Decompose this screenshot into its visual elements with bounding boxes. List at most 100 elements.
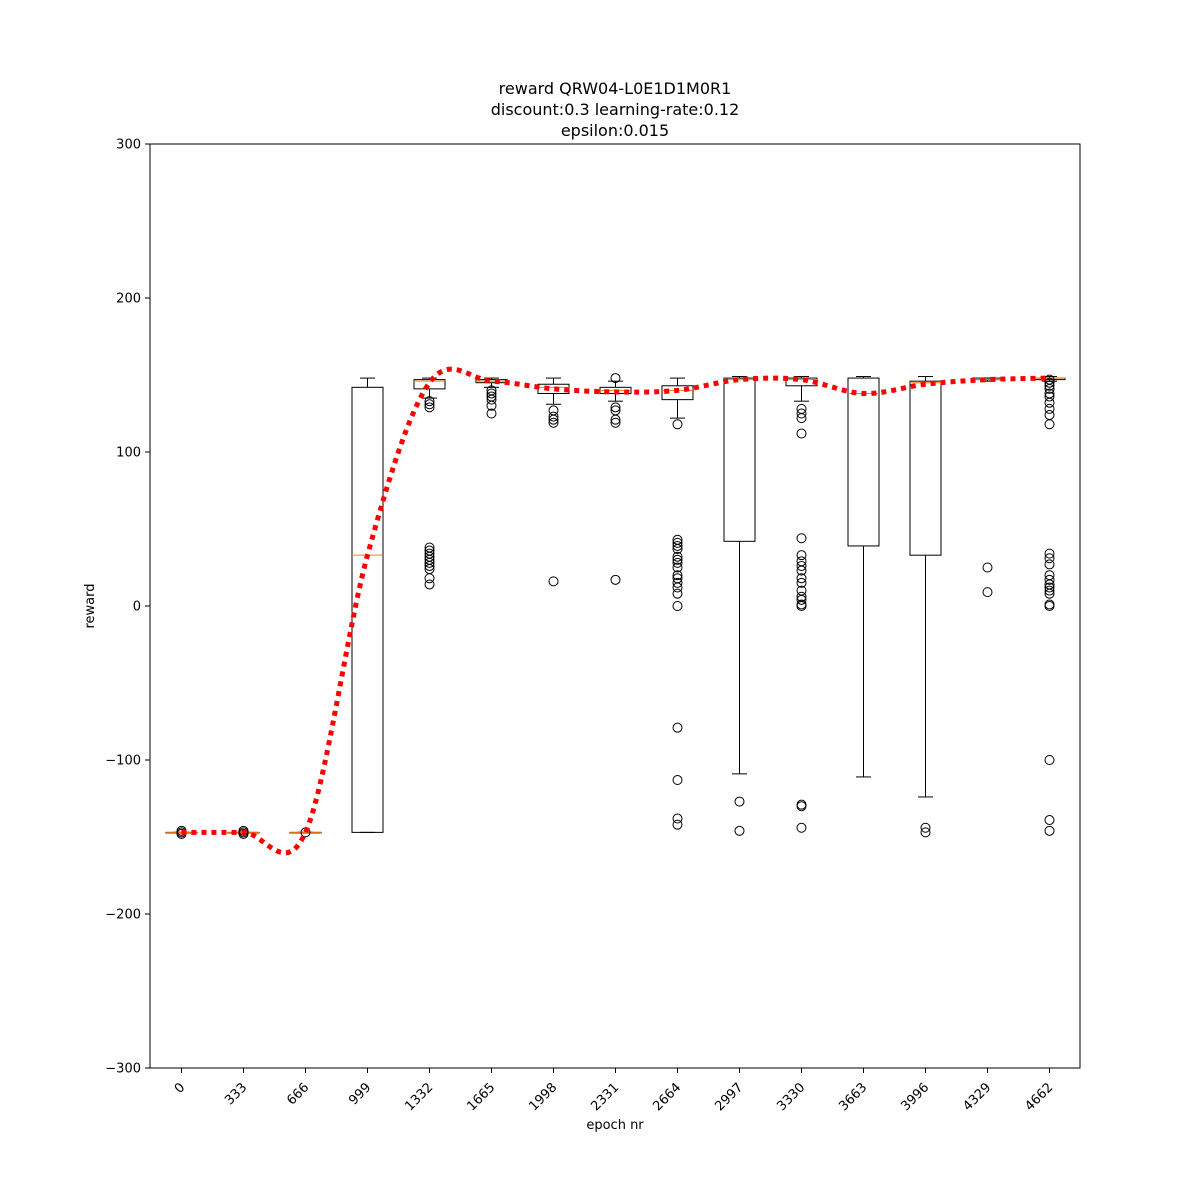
y-axis: −300 −200 −100 0 100 200 300 [105,138,150,1077]
y-axis-label: reward [83,583,98,628]
outlier-point [796,550,807,561]
mean-line-layer [181,366,1050,856]
outlier-point [610,402,621,413]
outlier-point [734,825,745,836]
outlier-point [1044,815,1055,826]
y-tick-label: −300 [105,1062,141,1077]
outlier-point [672,722,683,733]
outlier-point [672,551,683,562]
outlier-point [672,419,683,430]
plot-frame [149,143,1081,1069]
outlier-point [672,775,683,786]
outlier-point [610,574,621,585]
outlier-point [982,562,993,573]
outlier-point [796,565,807,576]
outlier-point [796,573,807,584]
outlier-point [672,544,683,555]
chart-title-line-3: epsilon:0.015 [561,121,669,140]
y-tick-label: 0 [133,600,141,615]
box-iqr [847,377,880,547]
outlier-point [1044,574,1055,585]
box-iqr [661,385,694,401]
outlier-point [672,562,683,573]
outlier-point [796,577,807,588]
outlier-point [424,399,435,410]
outlier-point [548,411,559,422]
y-tick-label: 100 [116,446,141,461]
outlier-point [1044,419,1055,430]
boxes-layer [165,373,1066,839]
outlier-point [1044,582,1055,593]
box-group-2664 [661,377,694,830]
outlier-point [920,822,931,833]
outlier-point [1044,588,1055,599]
outlier-point [796,594,807,605]
box-iqr [351,386,384,833]
outlier-point [1044,397,1055,408]
y-tick-label: −100 [105,754,141,769]
outlier-point [796,428,807,439]
outlier-point [982,587,993,598]
outlier-point [796,533,807,544]
chart-title-line-2: discount:0.3 learning-rate:0.12 [491,100,740,119]
outlier-point [486,388,497,399]
outlier-point [424,579,435,590]
outlier-point [424,573,435,584]
outlier-point [1044,403,1055,414]
outlier-point [672,570,683,581]
box-group-3996 [909,376,942,838]
outlier-point [796,413,807,424]
outlier-point [734,796,745,807]
outlier-point [1044,585,1055,596]
y-tick-label: 200 [116,292,141,307]
box-group-2997 [723,376,756,836]
outlier-point [1044,825,1055,836]
mean-line [181,366,1050,856]
outlier-point [610,373,621,384]
outlier-point [424,560,435,571]
outlier-point [1044,755,1055,765]
outlier-point [672,537,683,548]
outlier-point [796,822,807,833]
box-iqr [723,377,756,542]
outlier-point [796,408,807,419]
outlier-point [1044,383,1055,394]
x-axis-label: epoch nr [586,1118,644,1133]
outlier-point [610,414,621,425]
outlier-point [1044,391,1055,402]
outlier-point [1044,601,1055,611]
outlier-point [1044,380,1055,391]
box-iqr [909,380,942,556]
outlier-point [1044,553,1055,564]
outlier-point [1044,377,1055,388]
outlier-point [672,601,683,611]
chart-title-line-1: reward QRW04-L0E1D1M0R1 [499,79,732,98]
outlier-point [672,577,683,588]
outlier-point [796,601,807,611]
outlier-point [238,828,249,839]
outlier-point [1044,548,1055,559]
outlier-point [672,813,683,824]
outlier-point [610,417,621,428]
outlier-point [672,588,683,599]
outlier-point [796,801,807,812]
outlier-point [424,396,435,407]
outlier-point [796,560,807,571]
y-tick-label: −200 [105,908,141,923]
outlier-point [424,557,435,568]
y-tick-label: 300 [116,138,141,153]
outlier-point [486,394,497,405]
outlier-point [1044,559,1055,570]
outlier-point [672,540,683,551]
outlier-point [672,819,683,830]
box-group-4662 [1033,374,1066,836]
outlier-point [486,408,497,419]
outlier-point [672,554,683,565]
outlier-point [548,417,559,428]
outlier-point [424,402,435,413]
outlier-point [548,414,559,425]
outlier-point [920,827,931,838]
outlier-point [672,557,683,568]
